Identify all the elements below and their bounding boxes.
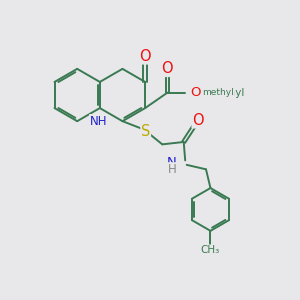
- Text: methyl: methyl: [208, 88, 244, 98]
- Text: O: O: [192, 113, 204, 128]
- Text: H: H: [168, 163, 177, 176]
- Text: S: S: [141, 124, 150, 140]
- Text: O: O: [162, 61, 173, 76]
- Text: NH: NH: [90, 115, 107, 128]
- Text: methyl: methyl: [202, 88, 234, 97]
- Text: CH₃: CH₃: [201, 245, 220, 255]
- Text: O: O: [139, 49, 151, 64]
- Text: N: N: [167, 156, 177, 169]
- Text: O: O: [190, 85, 200, 98]
